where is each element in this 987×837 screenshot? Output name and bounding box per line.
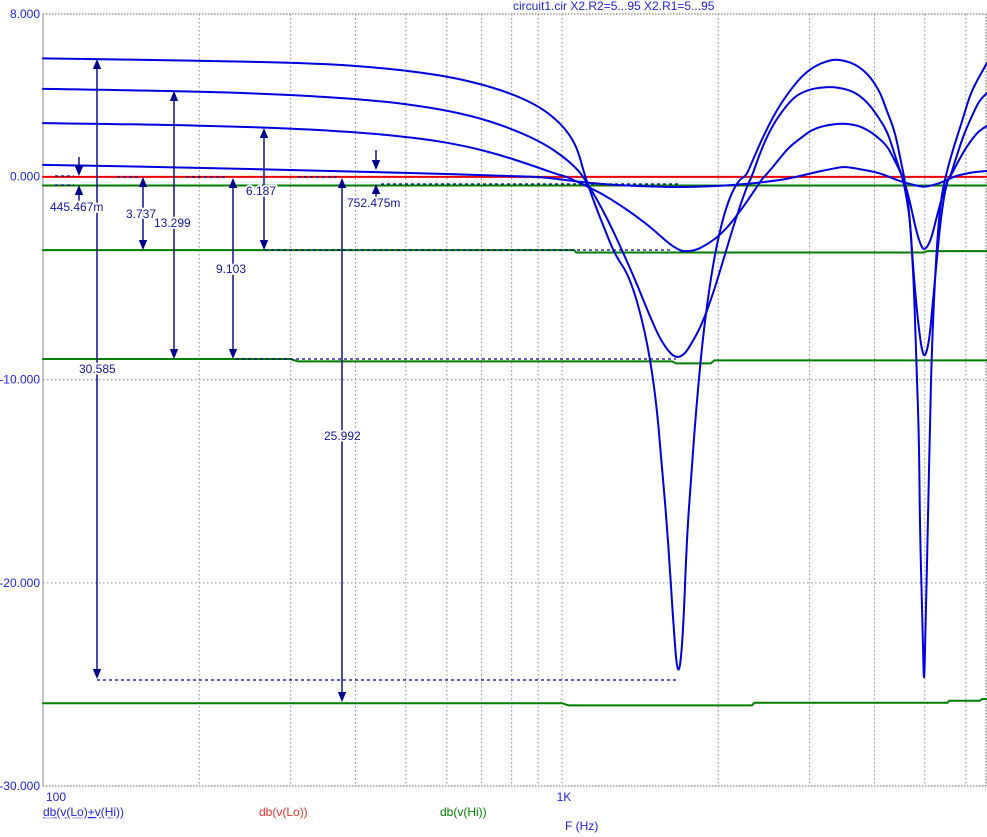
measure-arrow[interactable]	[74, 157, 84, 176]
measure-label[interactable]: 445.467m	[48, 198, 105, 216]
measure-arrow[interactable]	[138, 177, 148, 250]
legend-item-db-v-lo-v-hi-[interactable]: db(v(Lo)+v(Hi))	[41, 803, 126, 821]
measure-label[interactable]: 6.187	[244, 182, 278, 200]
curve-db-v-hi-run2	[42, 249, 987, 254]
arrowhead-down-icon	[228, 349, 238, 359]
curve-db-v-hi-run3	[42, 358, 987, 365]
measure-label[interactable]: 25.992	[322, 427, 363, 445]
arrowhead-up-icon	[371, 184, 381, 194]
arrowhead-down-icon	[337, 692, 347, 702]
arrowhead-down-icon	[371, 160, 381, 170]
measure-arrow[interactable]	[92, 59, 102, 679]
y-axis-tick-label: -10.000	[0, 373, 40, 387]
measure-arrow[interactable]	[169, 91, 179, 359]
x-axis-tick-label: 100	[46, 790, 66, 804]
plot-title: circuit1.cir X2.R2=5...95 X2.R1=5...95	[513, 0, 715, 13]
y-axis-tick-label: -30.000	[0, 779, 40, 793]
arrowhead-up-icon	[228, 178, 238, 188]
arrowhead-down-icon	[169, 349, 179, 359]
y-axis-tick-label: 0.000	[10, 170, 40, 184]
arrowhead-up-icon	[138, 177, 148, 187]
arrowhead-up-icon	[259, 128, 269, 138]
measure-label[interactable]: 9.103	[214, 260, 248, 278]
curve-db-v-lo-v-hi-run2	[42, 86, 987, 358]
legend-item-db-v-lo-[interactable]: db(v(Lo))	[257, 803, 309, 821]
measure-label[interactable]: 3.737	[124, 205, 158, 223]
arrowhead-up-icon	[169, 91, 179, 101]
arrowhead-down-icon	[92, 669, 102, 679]
curve-db-v-lo-v-hi-run1	[42, 57, 987, 679]
measure-label[interactable]: 752.475m	[345, 194, 402, 212]
curve-db-v-hi-run4	[42, 698, 987, 707]
arrowhead-down-icon	[74, 166, 84, 176]
measure-label[interactable]: 30.585	[77, 360, 118, 378]
measure-arrow[interactable]	[259, 128, 269, 250]
x-axis-title: F (Hz)	[565, 819, 598, 833]
x-axis-tick-label: 1K	[557, 790, 572, 804]
arrowhead-up-icon	[337, 178, 347, 188]
measure-arrow[interactable]	[337, 178, 347, 702]
measure-arrow[interactable]	[228, 178, 238, 359]
arrowhead-up-icon	[92, 59, 102, 69]
legend-item-db-v-hi-[interactable]: db(v(Hi))	[438, 803, 488, 821]
measure-arrow[interactable]	[74, 185, 84, 204]
curve-db-v-lo-v-hi-run3	[42, 122, 987, 253]
arrowhead-down-icon	[259, 240, 269, 250]
arrowhead-up-icon	[74, 185, 84, 195]
y-axis-tick-label: -20.000	[0, 576, 40, 590]
y-axis-tick-label: 8.000	[10, 7, 40, 21]
measure-arrow[interactable]	[371, 150, 381, 170]
curve-db-v-lo-v-hi-run4	[42, 163, 987, 189]
measure-label[interactable]: 13.299	[152, 214, 193, 232]
measure-arrow[interactable]	[371, 184, 381, 200]
arrowhead-down-icon	[138, 240, 148, 250]
